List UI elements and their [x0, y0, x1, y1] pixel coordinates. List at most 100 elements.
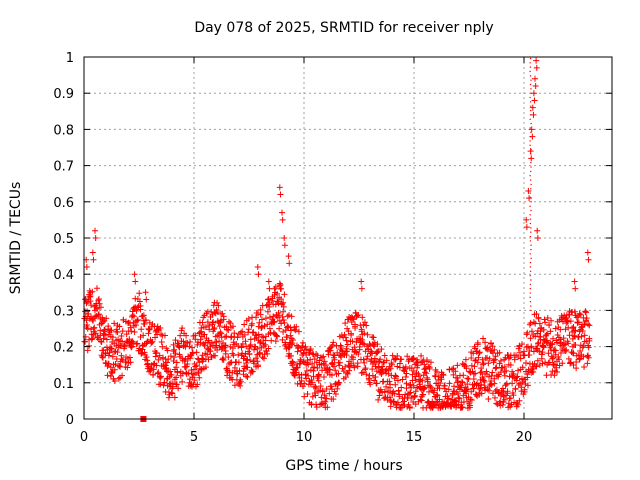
data-point — [295, 371, 302, 378]
data-point — [288, 335, 295, 342]
data-point — [516, 397, 523, 404]
data-point — [262, 337, 269, 344]
data-point — [368, 356, 375, 363]
data-point — [282, 341, 289, 348]
data-point — [159, 343, 166, 350]
data-point — [567, 318, 574, 325]
spike-streak-dot — [530, 227, 532, 229]
data-point — [402, 373, 409, 380]
data-point — [231, 382, 238, 389]
data-point — [364, 331, 371, 338]
data-point — [436, 385, 443, 392]
data-point — [519, 341, 526, 348]
data-point — [207, 343, 214, 350]
data-point — [154, 370, 161, 377]
data-point — [222, 334, 229, 341]
data-point — [530, 368, 537, 375]
data-point — [193, 349, 200, 356]
data-point — [196, 374, 203, 381]
y-tick-label: 0.7 — [53, 160, 74, 175]
spike-point — [142, 289, 149, 296]
data-point — [209, 321, 216, 328]
data-point — [196, 329, 203, 336]
data-point — [180, 338, 187, 345]
data-point — [279, 336, 286, 343]
data-point — [291, 372, 298, 379]
spike-streak-dot — [529, 266, 532, 268]
data-point — [169, 383, 176, 390]
data-point — [585, 344, 592, 351]
data-point — [343, 345, 350, 352]
data-point — [290, 359, 296, 366]
data-point — [358, 370, 365, 377]
data-point — [208, 308, 215, 315]
data-point — [425, 388, 432, 395]
data-point — [470, 385, 477, 392]
data-point — [134, 316, 141, 323]
data-point — [391, 390, 398, 397]
spike-streak-dot — [529, 301, 532, 303]
data-point — [313, 385, 320, 392]
spike-point — [358, 278, 365, 285]
data-point — [107, 373, 114, 380]
data-point — [362, 365, 369, 372]
spike-streak-dot — [529, 253, 531, 255]
data-point — [528, 328, 535, 335]
data-point — [88, 326, 95, 333]
data-point — [550, 335, 557, 342]
data-point — [153, 349, 160, 356]
data-point — [434, 392, 441, 399]
data-point — [534, 330, 541, 337]
data-point — [500, 389, 507, 396]
spike-point — [254, 263, 261, 270]
spike-point — [143, 296, 150, 303]
data-point — [271, 292, 278, 299]
data-point — [169, 390, 176, 397]
data-point — [369, 366, 376, 373]
data-point — [109, 353, 116, 360]
spike-point — [532, 75, 538, 82]
data-point — [138, 350, 145, 357]
data-point — [224, 372, 230, 379]
data-point — [422, 365, 429, 372]
data-point — [266, 303, 273, 310]
data-point — [134, 340, 141, 347]
data-point — [266, 325, 273, 332]
data-point — [95, 297, 102, 304]
data-point — [111, 366, 118, 373]
data-point — [540, 343, 547, 350]
data-point — [222, 342, 229, 349]
spike-streak-dot — [529, 66, 532, 68]
data-point — [324, 348, 331, 355]
data-point — [259, 354, 266, 361]
data-point — [560, 342, 567, 349]
spike-streak-dot — [529, 70, 531, 73]
data-point — [375, 347, 382, 354]
data-point — [550, 362, 557, 368]
data-point — [119, 372, 126, 379]
data-point — [127, 324, 134, 331]
data-point — [553, 364, 560, 371]
data-point — [517, 349, 524, 356]
data-point — [477, 369, 484, 376]
data-point — [311, 390, 318, 397]
data-point — [480, 361, 487, 368]
spike-streak-dot — [529, 118, 531, 120]
data-point — [323, 385, 330, 392]
data-point — [241, 331, 248, 338]
data-point — [374, 349, 381, 356]
data-point — [535, 339, 542, 346]
spike-point — [281, 242, 288, 249]
spike-streak-dot — [530, 257, 532, 259]
data-point — [491, 375, 498, 382]
spike-point — [529, 104, 536, 111]
spike-point — [266, 285, 273, 292]
data-point — [200, 356, 207, 363]
data-point — [264, 308, 271, 315]
data-point — [210, 318, 217, 325]
data-point — [552, 325, 559, 332]
data-point — [462, 356, 469, 363]
data-point — [193, 362, 200, 369]
data-point — [581, 363, 588, 370]
data-point — [191, 366, 197, 373]
